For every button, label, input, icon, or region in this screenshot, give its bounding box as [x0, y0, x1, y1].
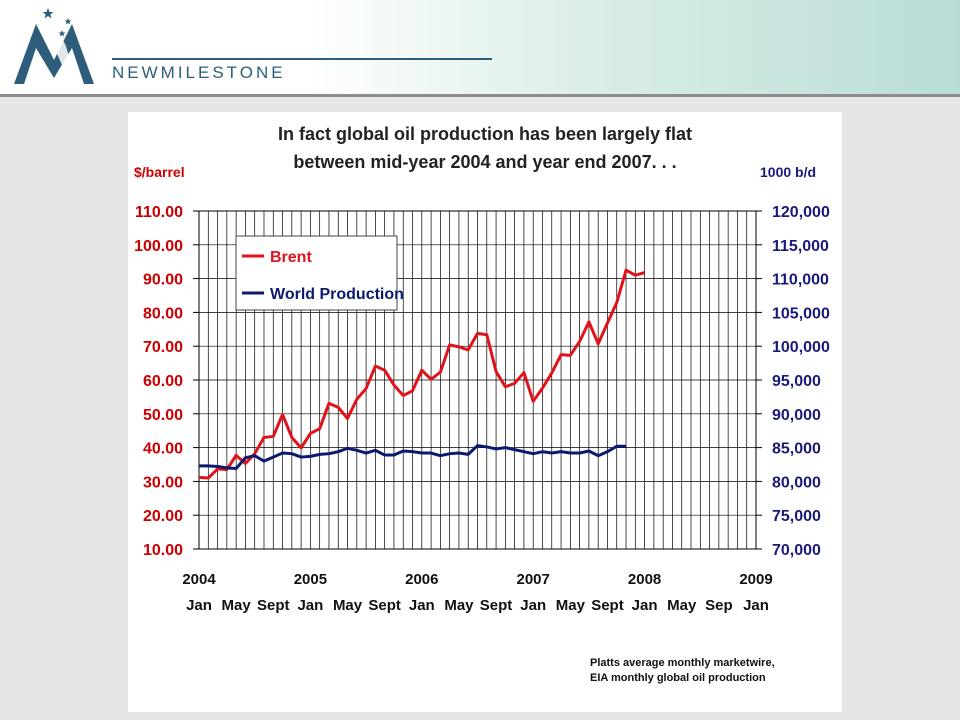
- left-tick-label: 70.00: [143, 339, 183, 356]
- right-tick-label: 80,000: [772, 474, 821, 491]
- x-year-label: 2006: [405, 571, 438, 588]
- left-tick-label: 50.00: [143, 407, 183, 424]
- source-note: Platts average monthly marketwire, EIA m…: [590, 656, 775, 686]
- x-month-label: Sept: [257, 597, 290, 614]
- left-tick-label: 10.00: [143, 542, 183, 559]
- chart-panel: [128, 112, 842, 712]
- right-tick-label: 70,000: [772, 542, 821, 559]
- x-month-label: Sept: [591, 597, 624, 614]
- x-year-label: 2007: [517, 571, 550, 588]
- right-tick-label: 100,000: [772, 339, 830, 356]
- source-line1: Platts average monthly marketwire,: [590, 657, 775, 669]
- x-month-label: Jan: [409, 597, 435, 614]
- x-month-label: Sep: [705, 597, 733, 614]
- x-month-label: Jan: [743, 597, 769, 614]
- x-month-label: May: [222, 597, 252, 614]
- right-tick-label: 85,000: [772, 441, 821, 458]
- x-month-label: May: [333, 597, 363, 614]
- chart-title-line1: In fact global oil production has been l…: [277, 124, 693, 144]
- x-axis-labels: 2004 2005 2006 2007 2008 2009 Jan May Sept Jan May…: [182, 571, 772, 614]
- right-axis-ticks: 70,000 75,000 80,000 85,000 90,000 95,000 100,…: [756, 204, 830, 559]
- x-month-label: Jan: [632, 597, 658, 614]
- right-tick-label: 75,000: [772, 508, 821, 525]
- x-month-label: May: [556, 597, 586, 614]
- legend-label: Brent: [270, 249, 312, 266]
- left-tick-label: 20.00: [143, 508, 183, 525]
- x-month-label: Sept: [368, 597, 401, 614]
- right-tick-label: 90,000: [772, 407, 821, 424]
- brand-wordmark: NEWMILESTONE: [112, 63, 286, 82]
- right-tick-label: 95,000: [772, 373, 821, 390]
- left-tick-label: 30.00: [143, 474, 183, 491]
- x-month-label: Jan: [186, 597, 212, 614]
- brent-line: [198, 268, 646, 480]
- left-tick-label: 40.00: [143, 441, 183, 458]
- x-year-label: 2008: [628, 571, 661, 588]
- x-year-label: 2005: [294, 571, 327, 588]
- left-axis-ticks: 10.00 20.00 30.00 40.00 50.00 60.00 70.00 80.00…: [134, 204, 199, 559]
- header-divider: [0, 94, 960, 97]
- left-tick-label: 100.00: [134, 238, 183, 255]
- left-tick-label: 90.00: [143, 272, 183, 289]
- x-year-label: 2004: [182, 571, 216, 588]
- world-production-line: [199, 444, 627, 471]
- left-tick-label: 80.00: [143, 305, 183, 322]
- right-tick-label: 120,000: [772, 204, 830, 221]
- right-axis-unit: 1000 b/d: [760, 164, 817, 180]
- newmilestone-logo-icon: [14, 8, 94, 88]
- left-tick-label: 110.00: [135, 204, 183, 221]
- right-tick-label: 105,000: [772, 305, 830, 322]
- chart-title: In fact global oil production has been l…: [30, 120, 840, 176]
- x-year-label: 2009: [739, 571, 772, 588]
- legend-label: World Production: [270, 286, 404, 303]
- x-month-label: May: [667, 597, 697, 614]
- series-lines: [198, 268, 646, 480]
- brand-underline: [112, 58, 492, 60]
- chart-title-line2: between mid-year 2004 and year end 2007.…: [293, 152, 677, 172]
- x-month-label: May: [444, 597, 474, 614]
- source-line2: EIA monthly global oil production: [590, 672, 766, 684]
- left-axis-unit: $/barrel: [134, 164, 185, 180]
- legend-box: [235, 235, 398, 311]
- chart-legend: Brent World Production: [235, 235, 404, 311]
- right-tick-label: 110,000: [772, 272, 829, 289]
- header-banner: [0, 0, 960, 96]
- x-month-label: Jan: [520, 597, 546, 614]
- x-month-label: Jan: [297, 597, 323, 614]
- x-month-label: Sept: [480, 597, 513, 614]
- left-tick-label: 60.00: [143, 373, 183, 390]
- right-tick-label: 115,000: [772, 238, 829, 255]
